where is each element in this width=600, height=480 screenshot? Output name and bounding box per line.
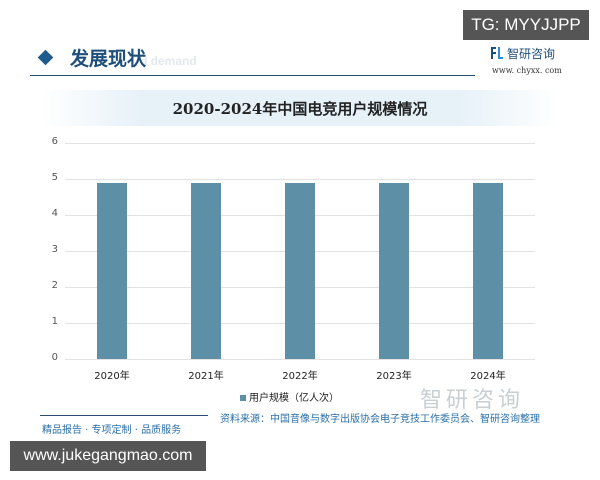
brand-url: www. chyxx. com: [492, 66, 562, 75]
brand-name: 智研咨询: [507, 47, 556, 61]
brand-logo-icon: [491, 47, 503, 59]
y-tick-label: 4: [51, 208, 58, 219]
watermark-brand: 智研咨询: [420, 388, 525, 413]
y-tick-label: 1: [51, 316, 58, 327]
bar-2021年: [191, 182, 221, 359]
x-tick-label: 2023年: [376, 371, 412, 382]
y-tick-label: 6: [51, 136, 58, 147]
gridline: [65, 359, 535, 360]
y-tick-label: 3: [51, 244, 58, 255]
diamond-icon: [37, 49, 54, 66]
gridline: [65, 179, 535, 180]
bar-2024年: [473, 182, 503, 359]
site-overlay-label: www.jukegangmao.com: [10, 441, 206, 471]
y-tick-label: 0: [51, 352, 58, 363]
bar-2020年: [97, 182, 127, 359]
y-tick-label: 2: [51, 280, 58, 291]
tg-overlay-label: TG: MYYJJPP: [463, 10, 589, 40]
legend-swatch: [240, 395, 246, 401]
section-ghost-text: d demand: [140, 54, 197, 68]
gridline: [65, 143, 535, 144]
footer-slogan: 精品报告 · 专项定制 · 品质服务: [42, 425, 182, 436]
chart-title: 2020-2024年中国电竞用户规模情况: [172, 100, 428, 118]
section-title: 发展现状: [70, 48, 147, 70]
x-tick-label: 2024年: [470, 371, 506, 382]
y-tick-label: 5: [51, 172, 58, 183]
header-divider: [30, 75, 475, 76]
legend-label: 用户规模（亿人次）: [249, 393, 339, 404]
chart-title-band: [40, 90, 560, 126]
chart-legend: 用户规模（亿人次）: [240, 389, 339, 404]
x-tick-label: 2020年: [94, 371, 130, 382]
x-tick-label: 2021年: [188, 371, 224, 382]
bar-2023年: [379, 182, 409, 359]
source-note: 资料来源：中国音像与数字出版协会电子竞技工作委员会、智研咨询整理: [220, 414, 540, 425]
bar-2022年: [285, 182, 315, 359]
footer-divider: [40, 415, 208, 416]
x-tick-label: 2022年: [282, 371, 318, 382]
